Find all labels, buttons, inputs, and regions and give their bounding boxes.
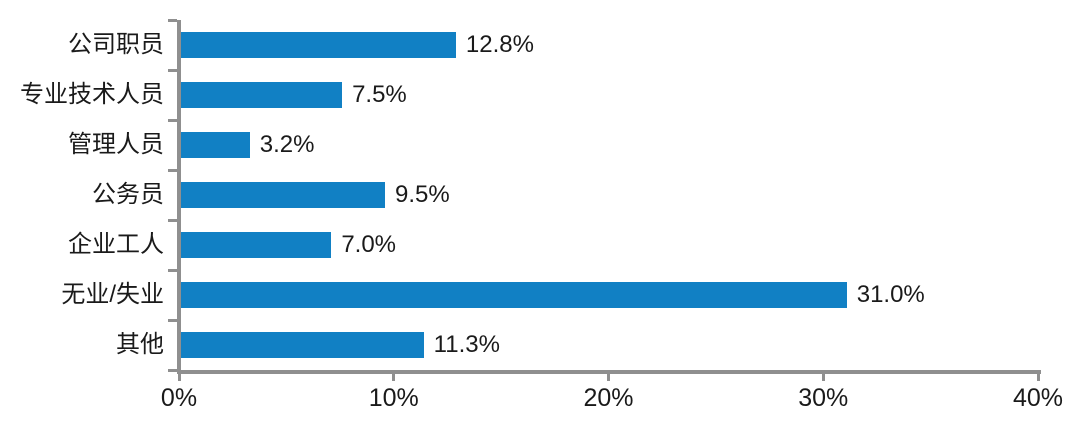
y-axis-tick xyxy=(168,268,177,272)
x-axis-tick xyxy=(177,374,181,381)
value-label: 9.5% xyxy=(395,181,450,208)
y-axis-tick xyxy=(168,168,177,172)
bar[interactable] xyxy=(181,282,847,308)
x-axis-tick-label: 40% xyxy=(1012,384,1064,412)
category-label: 公务员 xyxy=(92,181,164,208)
x-axis-tick xyxy=(607,374,610,381)
x-axis-tick xyxy=(821,374,825,381)
category-label: 管理人员 xyxy=(68,131,164,158)
category-label: 其他 xyxy=(116,331,164,358)
category-label: 无业/失业 xyxy=(61,281,164,308)
y-axis-tick xyxy=(168,18,177,22)
value-label: 7.0% xyxy=(341,231,397,258)
y-axis-tick xyxy=(168,68,177,72)
x-axis-tick-label: 20% xyxy=(583,384,634,412)
y-axis-tick xyxy=(168,218,177,222)
bar[interactable] xyxy=(181,332,424,358)
bar[interactable] xyxy=(181,182,385,208)
y-axis-tick xyxy=(168,318,177,322)
value-label: 7.5% xyxy=(352,81,407,108)
bar[interactable] xyxy=(181,32,456,58)
x-axis-line xyxy=(177,370,1041,374)
x-axis-tick-label: 30% xyxy=(798,384,849,412)
value-label: 31.0% xyxy=(856,281,925,308)
category-label: 专业技术人员 xyxy=(20,81,164,108)
bar[interactable] xyxy=(181,232,332,258)
x-axis-tick xyxy=(1036,374,1040,381)
value-label: 3.2% xyxy=(259,131,315,158)
x-axis-tick-label: 10% xyxy=(368,384,419,412)
category-label: 企业工人 xyxy=(68,231,164,258)
value-label: 11.3% xyxy=(433,331,500,358)
bar[interactable] xyxy=(181,132,250,158)
x-axis-tick xyxy=(392,374,396,381)
y-axis-tick xyxy=(168,118,177,122)
y-axis-line xyxy=(177,20,181,374)
y-axis-tick xyxy=(168,368,177,372)
category-label: 公司职员 xyxy=(68,31,164,58)
bar[interactable] xyxy=(181,82,343,108)
value-label: 12.8% xyxy=(465,31,534,58)
x-axis-tick-label: 0% xyxy=(160,384,198,412)
